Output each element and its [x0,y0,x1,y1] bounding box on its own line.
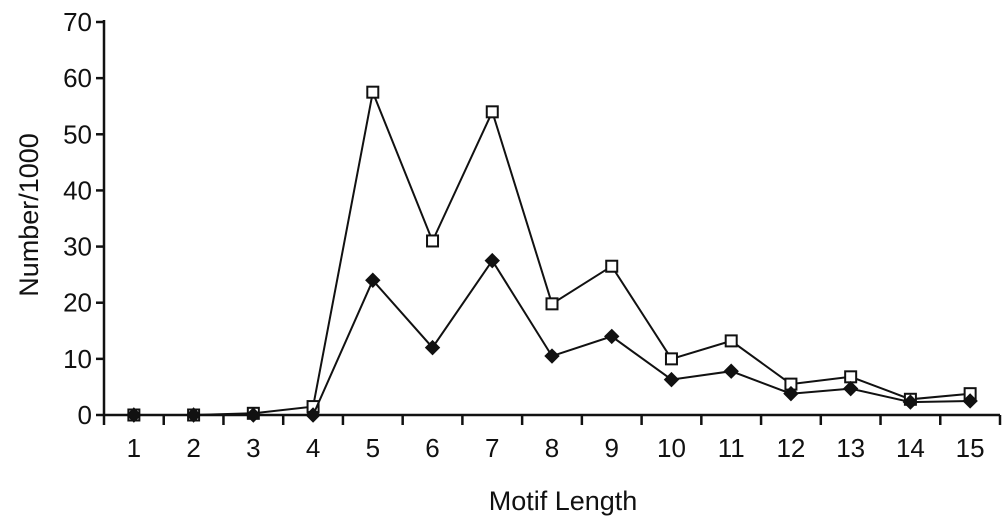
data-point-square [545,297,559,311]
data-point-diamond [365,272,381,288]
y-tick-label: 20 [63,288,92,318]
x-tick-label: 1 [127,433,141,463]
data-point-square [366,85,380,99]
data-point-diamond [663,371,680,388]
data-point-diamond [305,407,321,423]
data-point-square [724,334,738,348]
y-tick-label: 50 [63,119,92,149]
x-tick-label: 3 [246,433,260,463]
data-point-square [844,370,858,384]
x-tick-label: 8 [545,433,559,463]
data-point-square [485,105,499,119]
series-2 [126,252,978,423]
x-axis-title: Motif Length [489,486,638,516]
data-point-diamond [723,363,739,379]
x-tick-label: 5 [366,433,380,463]
data-point-square [605,259,619,273]
y-tick-label: 40 [63,175,92,205]
data-point-diamond [604,328,620,345]
data-point-square [426,234,440,248]
y-tick-label: 60 [63,63,92,93]
chart-series [126,85,978,423]
x-tick-label: 13 [836,433,865,463]
data-point-diamond [783,385,799,402]
y-tick-label: 70 [63,7,92,37]
data-point-diamond [902,394,919,410]
x-tick-label: 12 [776,433,805,463]
x-tick-label: 14 [896,433,925,463]
x-tick-label: 9 [604,433,618,463]
x-tick-label: 7 [485,433,499,463]
data-point-diamond [962,393,978,409]
x-tick-label: 10 [657,433,686,463]
y-axis-title: Number/1000 [14,133,44,297]
x-tick-label: 6 [425,433,439,463]
y-tick-label: 0 [78,400,92,430]
data-point-diamond [484,252,500,269]
data-point-square [664,352,678,366]
x-tick-label: 11 [718,433,745,463]
y-tick-label: 30 [63,232,92,262]
data-point-diamond [185,407,202,423]
x-tick-label: 2 [186,433,200,463]
y-tick-label: 10 [63,344,92,374]
data-point-diamond [424,339,441,356]
x-tick-label: 4 [306,433,320,463]
series-1 [127,85,977,422]
data-point-diamond [245,407,262,423]
data-point-diamond [842,380,859,397]
data-point-diamond [544,348,560,364]
series-line [133,258,971,416]
x-tick-label: 15 [956,433,985,463]
series-line [133,88,971,416]
data-point-diamond [126,407,142,423]
